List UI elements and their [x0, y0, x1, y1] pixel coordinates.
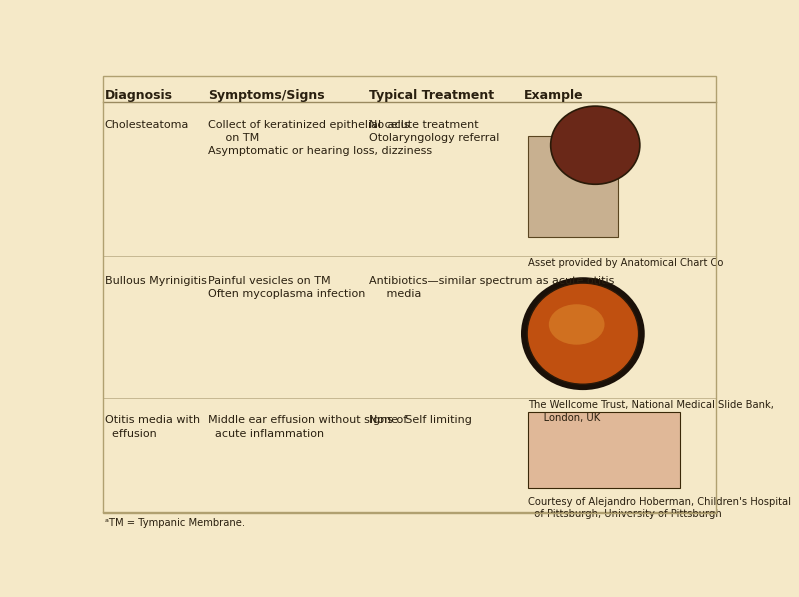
Text: No acute treatment
Otolaryngology referral: No acute treatment Otolaryngology referr…	[369, 120, 499, 143]
FancyBboxPatch shape	[528, 136, 618, 237]
Text: Bullous Myrinigitis: Bullous Myrinigitis	[105, 276, 207, 286]
FancyBboxPatch shape	[528, 412, 680, 488]
Text: Symptoms/Signs: Symptoms/Signs	[209, 89, 325, 102]
Text: The Wellcome Trust, National Medical Slide Bank,
     London, UK: The Wellcome Trust, National Medical Sli…	[528, 401, 774, 423]
Text: Example: Example	[524, 89, 583, 102]
Text: Antibiotics—similar spectrum as acute otitis
     media: Antibiotics—similar spectrum as acute ot…	[369, 276, 614, 300]
Text: Cholesteatoma: Cholesteatoma	[105, 120, 189, 130]
Text: Asset provided by Anatomical Chart Co: Asset provided by Anatomical Chart Co	[528, 258, 724, 268]
Text: Typical Treatment: Typical Treatment	[369, 89, 495, 102]
Text: Diagnosis: Diagnosis	[105, 89, 173, 102]
Ellipse shape	[523, 279, 642, 387]
Ellipse shape	[549, 304, 605, 344]
Text: Courtesy of Alejandro Hoberman, Children's Hospital
  of Pittsburgh, University : Courtesy of Alejandro Hoberman, Children…	[528, 497, 791, 519]
Text: None. Self limiting: None. Self limiting	[369, 416, 472, 426]
Text: Painful vesicles on TM
Often mycoplasma infection: Painful vesicles on TM Often mycoplasma …	[209, 276, 366, 300]
Text: Otitis media with
  effusion: Otitis media with effusion	[105, 416, 200, 439]
Text: Collect of keratinized epithelial cells
     on TM
Asymptomatic or hearing loss,: Collect of keratinized epithelial cells …	[209, 120, 432, 156]
Ellipse shape	[551, 106, 640, 184]
Text: Middle ear effusion without signs of
  acute inflammation: Middle ear effusion without signs of acu…	[209, 416, 407, 439]
Text: ᵃTM = Tympanic Membrane.: ᵃTM = Tympanic Membrane.	[105, 518, 245, 528]
Ellipse shape	[527, 283, 638, 384]
